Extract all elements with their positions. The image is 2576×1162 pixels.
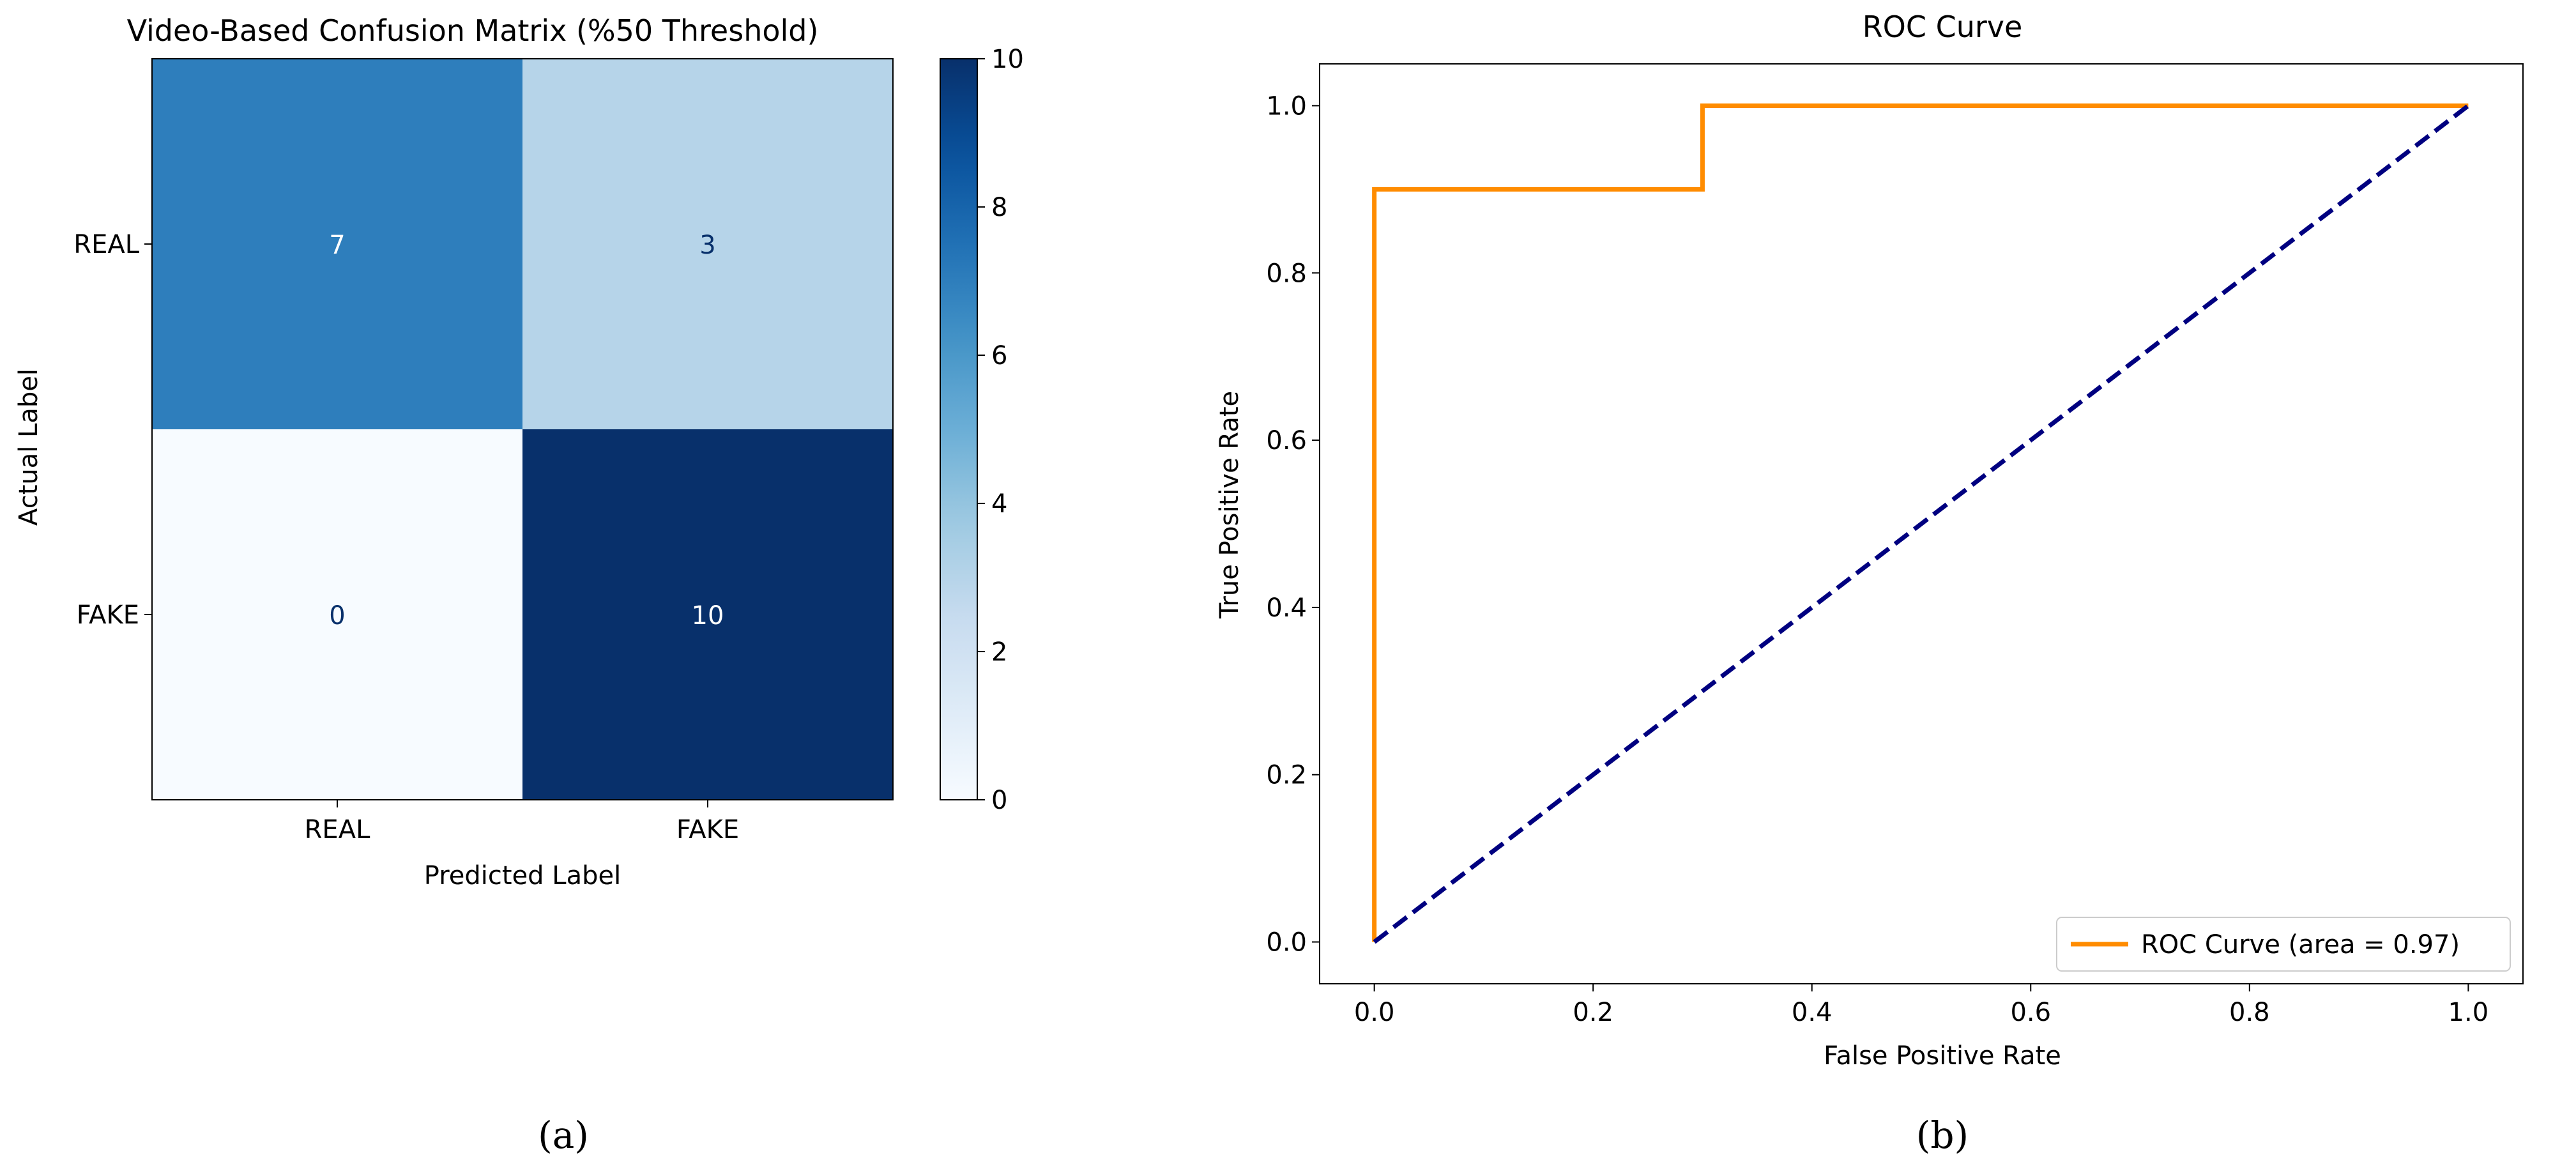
panel-b: ROC Curve 0.0 0.2 0.4 0.6 0.8 1.0 0.0 0.2 0.4 0.6… [1215, 10, 2524, 1157]
roc-ytick-label: 1.0 [1266, 91, 1307, 121]
roc-xtick-label: 0.8 [2229, 998, 2270, 1027]
panel-a: Video-Based Confusion Matrix (%50 Thresh… [14, 13, 1024, 1157]
cm-ytick-label: FAKE [77, 600, 139, 630]
cm-title: Video-Based Confusion Matrix (%50 Thresh… [127, 13, 819, 48]
roc-ylabel: True Positive Rate [1215, 391, 1244, 619]
roc-axes: 0.0 0.2 0.4 0.6 0.8 1.0 0.0 0.2 0.4 0.6 0.8 1.0 ROC … [1266, 63, 2524, 1027]
cm-ylabel: Actual Label [14, 369, 43, 526]
colorbar-tick-label: 0 [991, 786, 1007, 815]
roc-ytick-label: 0.4 [1266, 593, 1307, 623]
cm-cell-value: 0 [329, 601, 345, 631]
roc-legend: ROC Curve (area = 0.97) [2056, 917, 2511, 972]
cm-cell-value: 10 [692, 601, 724, 631]
cm-xlabel: Predicted Label [424, 861, 621, 891]
roc-frame [1319, 63, 2524, 984]
roc-xtick-label: 0.2 [1573, 998, 1613, 1027]
roc-xtick-label: 0.6 [2010, 998, 2051, 1027]
colorbar-tick-label: 2 [991, 638, 1007, 667]
cm-cell-value: 7 [329, 231, 345, 260]
legend-label: ROC Curve (area = 0.97) [2141, 930, 2460, 959]
chance-line [1373, 103, 2470, 944]
roc-title: ROC Curve [1863, 10, 2023, 44]
colorbar-tick-label: 6 [991, 341, 1007, 371]
colorbar-tick-label: 8 [991, 193, 1007, 222]
roc-ytick-label: 0.6 [1266, 426, 1307, 455]
roc-xtick-label: 0.0 [1354, 998, 1395, 1027]
cm-cell [522, 59, 893, 429]
cm-cell [522, 429, 893, 800]
cm-cell [152, 59, 522, 429]
legend-box [2056, 917, 2511, 972]
cm-cell-value: 3 [699, 231, 715, 260]
cm-frame [151, 58, 894, 800]
roc-ytick-label: 0.2 [1266, 761, 1307, 790]
panel-b-label: (b) [1916, 1113, 1969, 1157]
cm-xtick-label: REAL [305, 815, 370, 845]
roc-ytick-label: 0.8 [1266, 259, 1307, 288]
roc-xtick-label: 0.4 [1792, 998, 1833, 1027]
roc-line [1372, 103, 2469, 942]
cm-cell [152, 429, 522, 800]
colorbar-tick-label: 4 [991, 489, 1007, 519]
roc-xlabel: False Positive Rate [1824, 1041, 2061, 1071]
cm-xtick-label: FAKE [676, 815, 739, 845]
roc-ytick-label: 0.0 [1266, 928, 1307, 958]
roc-xtick-label: 1.0 [2448, 998, 2489, 1027]
cm-cells: 7 3 0 10 REAL FAKE REAL FAKE [73, 58, 894, 845]
cm-ytick-label: REAL [73, 230, 139, 259]
panel-a-label: (a) [538, 1113, 589, 1157]
cm-colorbar: 0 2 4 6 8 10 [940, 45, 1024, 815]
colorbar-tick-label: 10 [991, 45, 1024, 74]
colorbar-bar [940, 58, 978, 800]
